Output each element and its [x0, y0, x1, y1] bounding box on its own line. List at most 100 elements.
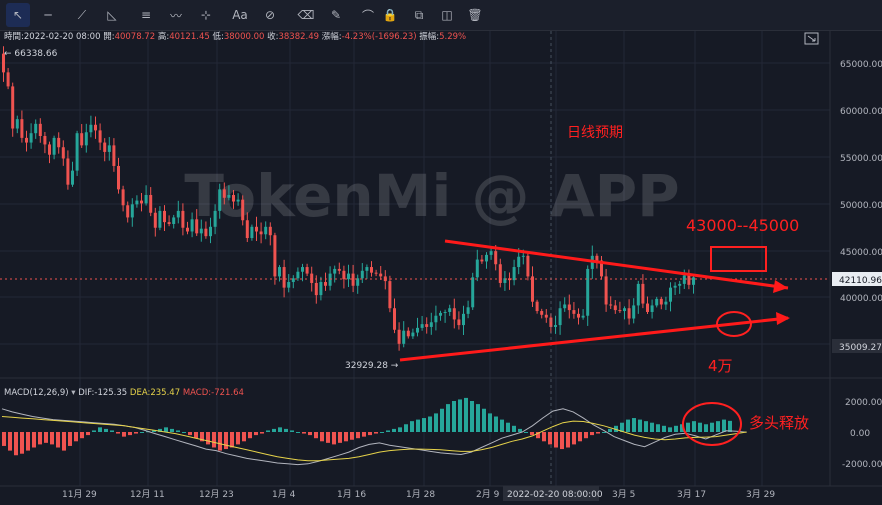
cursor-icon[interactable]: ↖ [6, 3, 30, 27]
candle-body [80, 133, 84, 146]
candle-body [673, 285, 677, 288]
macd-bar [662, 425, 666, 432]
candle-body [319, 282, 323, 296]
time-tick: 3月 29 [746, 489, 775, 500]
candle-body [406, 330, 410, 337]
candle-body [609, 304, 613, 306]
text-icon[interactable]: Aa [232, 8, 248, 22]
macd-bar [44, 432, 48, 443]
macd-bar [86, 432, 90, 436]
candle-body [471, 277, 475, 308]
time-axis[interactable]: 11月 29 12月 11 12月 23 1月 4 1月 16 1月 28 2月… [0, 485, 882, 501]
macd-bar [410, 421, 414, 432]
support-trendline[interactable] [399, 316, 789, 362]
macd-bar [716, 421, 720, 432]
candle-body [199, 228, 203, 234]
candle-body [480, 259, 484, 262]
candle-body [218, 189, 222, 211]
candle-body [2, 53, 5, 73]
candle-body [485, 254, 488, 262]
macd-bar [566, 432, 570, 448]
macd-bar [56, 432, 60, 448]
macd-bar [332, 432, 336, 445]
macd-bar [116, 432, 120, 434]
candle-body [25, 137, 28, 143]
marked-price-badge [832, 339, 882, 353]
time-tick: 11月 29 [62, 489, 97, 500]
candle-body [416, 327, 419, 333]
candle-body [503, 278, 507, 283]
expand-icon[interactable] [804, 32, 819, 45]
macd-tick: -2000.00 [842, 460, 882, 470]
support-level-annotation: 4万 [708, 357, 733, 375]
macd-bar [422, 418, 426, 432]
bull-release-annotation: 多头释放 [749, 414, 809, 432]
macd-bar [686, 422, 690, 432]
candle-body [623, 308, 626, 312]
visibility-icon[interactable]: ◫ [441, 8, 453, 22]
drawing-toolbar: ↖ ─ ⟋ ◺ ≡ 〰 ⊹ Aa ⊘ ⌫ ✎ ⌒ 🔒 ⧉ ◫ 🗑 [0, 0, 882, 31]
target-range-box [710, 246, 767, 272]
candle-body [521, 255, 525, 257]
lock-icon[interactable]: 🔒 [382, 8, 398, 22]
current-price-label: 42110.96 [839, 276, 882, 286]
candle-body [544, 314, 548, 318]
trash-icon[interactable]: 🗑 [467, 8, 483, 22]
candle-body [452, 308, 456, 320]
candle-body [167, 222, 171, 224]
candle-body [236, 199, 240, 202]
candle-body [149, 194, 153, 213]
trend-line-icon[interactable]: ⟋ [77, 7, 87, 22]
duplicate-icon[interactable]: ⧉ [414, 7, 424, 22]
macd-bar [176, 430, 180, 432]
macd-bar [374, 432, 378, 434]
measure-icon[interactable]: ⊹ [200, 8, 212, 22]
macd-bar [230, 432, 234, 448]
candle-body [489, 251, 493, 255]
eraser-icon[interactable]: ⌫ [297, 8, 315, 22]
macd-bar [656, 424, 660, 432]
candle-body [498, 264, 502, 283]
candle-body [517, 256, 521, 268]
pattern-icon[interactable]: ≡ [140, 8, 152, 22]
max-price-label: ← 66338.66 [4, 49, 58, 59]
price-axis[interactable]: 65000.00 60000.00 55000.00 50000.00 4500… [829, 31, 882, 486]
macd-bar [122, 432, 126, 437]
ohlc-info: 時間:2022-02-20 08:00 開:40078.72 高:40121.4… [4, 31, 466, 42]
price-tick: 45000.00 [840, 248, 882, 258]
candle-body [213, 210, 217, 227]
macd-bar [338, 432, 342, 443]
magnet-icon[interactable]: ⊘ [264, 8, 276, 22]
price-tick: 60000.00 [840, 107, 882, 117]
candle-body [209, 226, 212, 237]
candle-body [508, 278, 511, 281]
macd-bar [224, 432, 228, 450]
macd-bar [536, 432, 540, 439]
watermark: TokenMi @ APP [184, 162, 679, 230]
macd-bar [560, 432, 564, 450]
macd-bar [524, 432, 528, 433]
candle-body [535, 301, 539, 312]
fib-icon[interactable]: ◺ [107, 8, 117, 22]
candle-body [646, 303, 649, 312]
candle-body [462, 313, 465, 326]
time-tick: 12月 11 [130, 489, 165, 500]
horizontal-line-icon[interactable]: ─ [44, 8, 52, 22]
candle-body [429, 322, 433, 327]
price-tick: 55000.00 [840, 154, 882, 164]
resistance-trendline[interactable] [444, 239, 789, 290]
macd-bar [404, 424, 408, 432]
brush-icon[interactable]: ✎ [330, 8, 342, 22]
macd-bar [92, 430, 96, 432]
chart-area[interactable]: TokenMi @ APP 日线预期 43000--45000 4万 ← 663… [0, 31, 882, 505]
hide-drawings-icon[interactable]: ⌒ [361, 8, 374, 23]
candle-body [264, 226, 268, 235]
macd-bar [344, 432, 348, 442]
macd-axis: 2000.00 0.00 -2000.00 [829, 378, 882, 486]
candle-body [420, 324, 424, 328]
macd-bar [194, 432, 198, 439]
wave-icon[interactable]: 〰 [169, 8, 182, 23]
macd-bar [182, 432, 186, 433]
macd-bar [590, 432, 594, 436]
candle-body [103, 142, 107, 152]
